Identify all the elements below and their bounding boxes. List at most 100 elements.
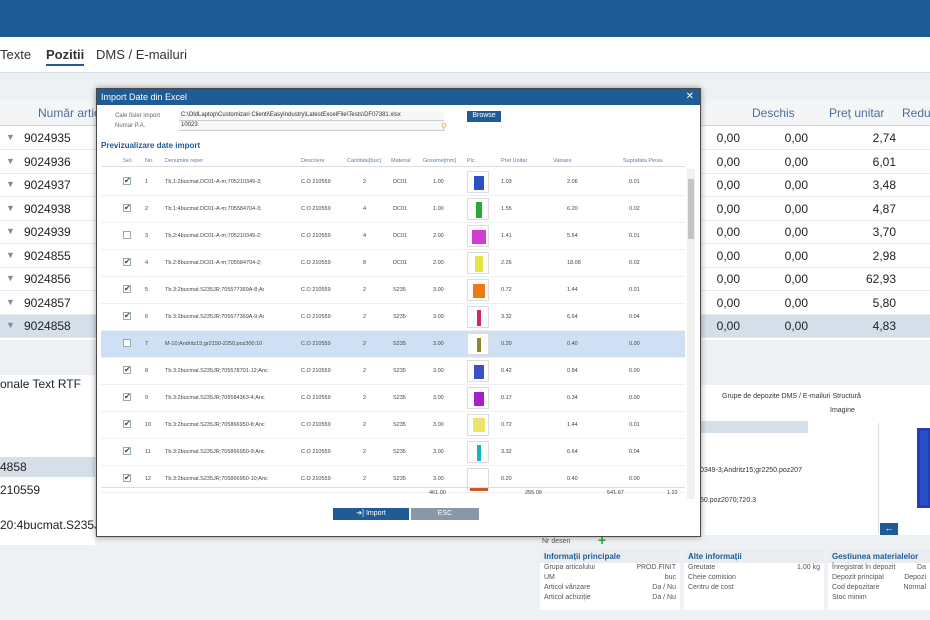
info-value[interactable]: Da bbox=[917, 564, 926, 571]
preview-row[interactable]: 3 Tb.2:4bucmat.DC01-A-m;705210349-2; C.O 2… bbox=[101, 223, 685, 250]
preview-row[interactable]: 7 M-10;Andritz15;gr2150-2250.poz300;10 C.O… bbox=[101, 331, 685, 358]
esc-button[interactable]: ESC bbox=[411, 508, 479, 520]
alte-informatii-panel: Alte informații Greutate 1,00 kg Cheie co… bbox=[684, 550, 824, 610]
cell-a: 0,00 bbox=[716, 319, 740, 333]
nr-articol: 9024857 bbox=[24, 295, 71, 310]
col-pret-unitar[interactable]: Preț unitar bbox=[829, 106, 885, 120]
lower-tabs[interactable]: onale Text RTF bbox=[0, 377, 81, 391]
info-label: Cod depozitare bbox=[832, 584, 880, 591]
info-value[interactable]: Normal bbox=[903, 584, 926, 591]
row-grosime: 3.00 bbox=[433, 476, 444, 482]
preview-row[interactable]: ✔ 10 Tb.3:2bucmat.S235JR;705866950-8;Anc C.… bbox=[101, 412, 685, 439]
chevron-down-icon[interactable]: ▼ bbox=[6, 249, 15, 260]
select-checkbox[interactable]: ✔ bbox=[123, 473, 131, 482]
preview-row[interactable]: ✔ 9 Tb.3:2bucmat.S235JR;705584363-4;Anc C.O… bbox=[101, 385, 685, 412]
chevron-down-icon[interactable]: ▼ bbox=[6, 202, 15, 213]
import-button[interactable]: ➜] Import bbox=[333, 508, 409, 520]
col-deschis[interactable]: Deschis bbox=[752, 106, 795, 120]
select-checkbox[interactable]: ✔ bbox=[123, 392, 131, 401]
add-icon[interactable]: + bbox=[598, 532, 607, 548]
row-no: 12 bbox=[145, 476, 152, 482]
select-checkbox[interactable]: ✔ bbox=[123, 419, 131, 428]
chevron-down-icon[interactable]: ▼ bbox=[6, 320, 15, 330]
row-pret: 2.26 bbox=[501, 260, 512, 266]
info-label: Cheie comision bbox=[688, 574, 736, 581]
col-grosime: Grosime[mm] bbox=[423, 158, 456, 164]
part-thumbnail bbox=[467, 198, 489, 220]
select-checkbox[interactable]: ✔ bbox=[123, 365, 131, 374]
preview-row[interactable]: ✔ 11 Tb.3:2bucmat.S235JR;705866950-9;Anc C.… bbox=[101, 439, 685, 466]
select-checkbox[interactable]: ✔ bbox=[123, 203, 131, 212]
info-value[interactable]: PROD.FINIT bbox=[636, 564, 676, 571]
info-value[interactable]: Depozi bbox=[904, 574, 926, 581]
row-denumire: Tb.3:2bucmat.S235JR;705866950-9;Anc bbox=[165, 449, 265, 455]
prev-image-button[interactable]: ← bbox=[880, 523, 898, 535]
tab-pozitii[interactable]: Pozitii bbox=[46, 47, 85, 66]
cell-a: 0,00 bbox=[716, 178, 740, 192]
row-suprafata: 0.01 bbox=[629, 233, 640, 239]
row-cantitate: 2 bbox=[363, 476, 367, 482]
part-thumbnail bbox=[467, 306, 489, 328]
nr-pa-input[interactable]: 10023 bbox=[179, 121, 444, 131]
close-icon[interactable]: ✕ bbox=[685, 91, 694, 102]
row-pret: 3.32 bbox=[501, 314, 512, 320]
preview-row[interactable]: ✔ 4 Tb.2:8bucmat.DC01-A-m;705584704-2; C.O … bbox=[101, 250, 685, 277]
chevron-down-icon[interactable]: ▼ bbox=[6, 179, 15, 189]
preview-row[interactable]: ✔ 2 Tb.1:4bucmat.DC01-A-m;705584704-3; C.O … bbox=[101, 196, 685, 223]
info-value[interactable]: Da / Nu bbox=[652, 594, 676, 601]
nr-articol: 9024855 bbox=[24, 248, 71, 263]
select-checkbox[interactable]: ✔ bbox=[123, 284, 131, 293]
preview-row[interactable]: ✔ 6 Tb.3:2bucmat.S235JR;705577369A-9;Ar C.O… bbox=[101, 304, 685, 331]
field-descriere[interactable]: 210559 bbox=[0, 483, 41, 497]
path-input[interactable]: C:\OldLaptop\Customizari Clienti\EasyInd… bbox=[179, 111, 444, 121]
select-checkbox[interactable]: ✔ bbox=[123, 176, 131, 185]
total-grosime: 461.00 bbox=[429, 490, 446, 496]
chevron-down-icon[interactable]: ▼ bbox=[6, 296, 15, 307]
info-value[interactable]: buc bbox=[664, 574, 676, 581]
chevron-down-icon[interactable]: ▼ bbox=[6, 226, 15, 236]
info-value[interactable]: 1,00 kg bbox=[797, 564, 820, 571]
totals-row: 461.00 255.09 541.67 1.22 bbox=[101, 487, 685, 499]
row-valoare: 1.44 bbox=[567, 287, 578, 293]
cell-a: 0,00 bbox=[716, 295, 740, 310]
field-denumire[interactable]: 20:4bucmat.S235J bbox=[0, 518, 101, 532]
chevron-down-icon[interactable]: ▼ bbox=[6, 155, 15, 166]
preview-row[interactable]: ✔ 5 Tb.3:2bucmat.S235JR;705577369A-8;Ar C.O… bbox=[101, 277, 685, 304]
gestiune-materiale-panel: Gestiunea materialelor Înregistrat în de… bbox=[828, 550, 930, 610]
select-checkbox[interactable]: ✔ bbox=[123, 257, 131, 266]
nr-articol: 9024936 bbox=[24, 154, 71, 169]
right-tabs[interactable]: Grupe de depozite DMS / E-mailuri Struct… bbox=[722, 393, 861, 400]
row-material: S235 bbox=[393, 395, 406, 401]
select-checkbox[interactable]: ✔ bbox=[123, 311, 131, 320]
tab-texte[interactable]: Texte bbox=[0, 47, 32, 62]
tab-bar: Texte Pozitii DMS / E-mailuri bbox=[0, 37, 930, 73]
search-icon[interactable]: ⚲ bbox=[441, 122, 447, 131]
cell-deschis: 0,00 bbox=[784, 131, 808, 145]
chevron-down-icon[interactable]: ▼ bbox=[6, 273, 15, 283]
col-reducere[interactable]: Redu bbox=[902, 106, 930, 120]
tab-dms[interactable]: DMS / E-mailuri bbox=[96, 47, 188, 62]
preview-row[interactable]: ✔ 1 Tb.1:2bucmat.DC01-A-m;705210349-3; C.O … bbox=[101, 169, 685, 196]
row-material: DC01 bbox=[393, 179, 408, 185]
info-value[interactable]: Da / Nu bbox=[652, 584, 676, 591]
select-checkbox[interactable] bbox=[123, 231, 131, 239]
row-denumire: Tb.3:2bucmat.S235JR;705577369A-9;Ar bbox=[165, 314, 265, 320]
row-suprafata: 0.00 bbox=[629, 476, 640, 482]
row-denumire: Tb.3:2bucmat.S235JR;705866950-8;Anc bbox=[165, 422, 265, 428]
preview-row[interactable]: ✔ 12 Tb.3:2bucmat.S235JR;705866950-10;Anc C… bbox=[101, 466, 685, 493]
select-checkbox[interactable] bbox=[123, 339, 131, 347]
row-denumire: Tb.3:2bucmat.S235JR;705584363-4;Anc bbox=[165, 395, 265, 401]
row-descriere: C.O 210559 bbox=[301, 233, 331, 239]
row-grosime: 2.00 bbox=[433, 260, 444, 266]
chevron-down-icon[interactable]: ▼ bbox=[6, 132, 15, 142]
row-cantitate: 8 bbox=[363, 260, 367, 266]
row-no: 4 bbox=[145, 260, 149, 266]
select-checkbox[interactable]: ✔ bbox=[123, 446, 131, 455]
browse-button[interactable]: Browse bbox=[467, 111, 501, 122]
row-material: S235 bbox=[393, 287, 406, 293]
preview-row[interactable]: ✔ 8 Tb.3:2bucmat.S235JR;705578701-12;Anc C.… bbox=[101, 358, 685, 385]
row-pret: 0.17 bbox=[501, 395, 512, 401]
col-numar-articol[interactable]: Număr artico bbox=[38, 106, 107, 120]
preview-scrollbar[interactable] bbox=[687, 169, 695, 499]
field-nr-articol[interactable]: 4858 bbox=[0, 457, 95, 477]
